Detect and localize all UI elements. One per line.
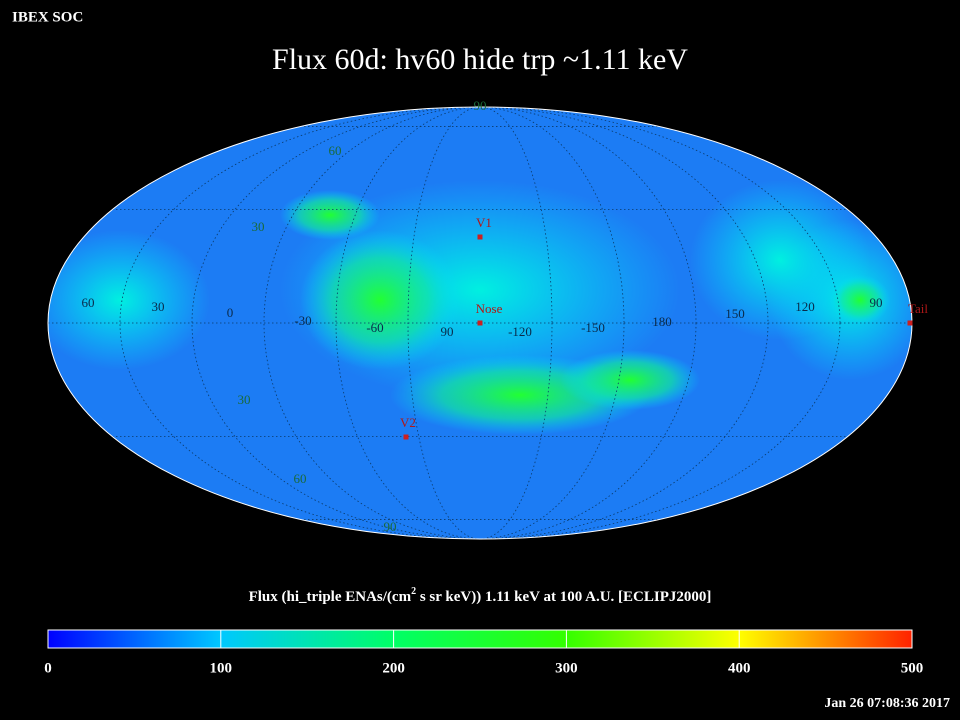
longitude-label: 120 <box>795 299 815 314</box>
colorbar-title-superscript: 2 <box>411 586 416 597</box>
marker-label: Nose <box>476 301 503 316</box>
latitude-label: 90 <box>474 98 487 113</box>
app-label: IBEX SOC <box>12 9 83 25</box>
colorbar-title-part: s sr keV)) 1.11 keV at 100 A.U. [ECLIPJ2… <box>416 589 711 605</box>
latitude-label: 60 <box>329 143 342 158</box>
map-title: Flux 60d: hv60 hide trp ~1.11 keV <box>272 43 688 76</box>
colorbar-title-part: Flux (hi_triple ENAs/(cm <box>249 589 412 605</box>
latitude-label: 90 <box>384 519 397 534</box>
longitude-label: -60 <box>366 320 383 335</box>
marker <box>477 320 483 326</box>
colorbar-tick-label: 200 <box>382 660 405 676</box>
colorbar-tick-label: 400 <box>728 660 751 676</box>
marker-label: V1 <box>476 215 492 230</box>
colorbar-tick-label: 100 <box>210 660 233 676</box>
longitude-label: 150 <box>725 306 745 321</box>
latitude-label: 60 <box>294 471 307 486</box>
longitude-label: 180 <box>652 314 672 329</box>
longitude-label: 90 <box>870 295 883 310</box>
longitude-label: 60 <box>82 295 95 310</box>
sky-map <box>48 107 912 539</box>
marker <box>477 234 483 240</box>
marker <box>907 320 913 326</box>
colorbar-tick-label: 500 <box>901 660 924 676</box>
longitude-label: 0 <box>227 305 234 320</box>
latitude-label: 30 <box>252 219 265 234</box>
longitude-label: 30 <box>152 299 165 314</box>
colorbar-tick-label: 300 <box>555 660 578 676</box>
marker-label: V2 <box>400 415 416 430</box>
colorbar-tick-label: 0 <box>44 660 52 676</box>
longitude-label: 90 <box>441 324 454 339</box>
longitude-label: -30 <box>294 313 311 328</box>
marker <box>403 434 409 440</box>
marker-label: Tail <box>908 301 928 316</box>
longitude-label: -120 <box>508 324 532 339</box>
longitude-label: -150 <box>581 320 605 335</box>
timestamp: Jan 26 07:08:36 2017 <box>824 696 950 711</box>
colorbar <box>47 629 913 649</box>
latitude-label: 30 <box>238 392 251 407</box>
colorbar-title: Flux (hi_triple ENAs/(cm2 s sr keV)) 1.1… <box>249 586 712 605</box>
